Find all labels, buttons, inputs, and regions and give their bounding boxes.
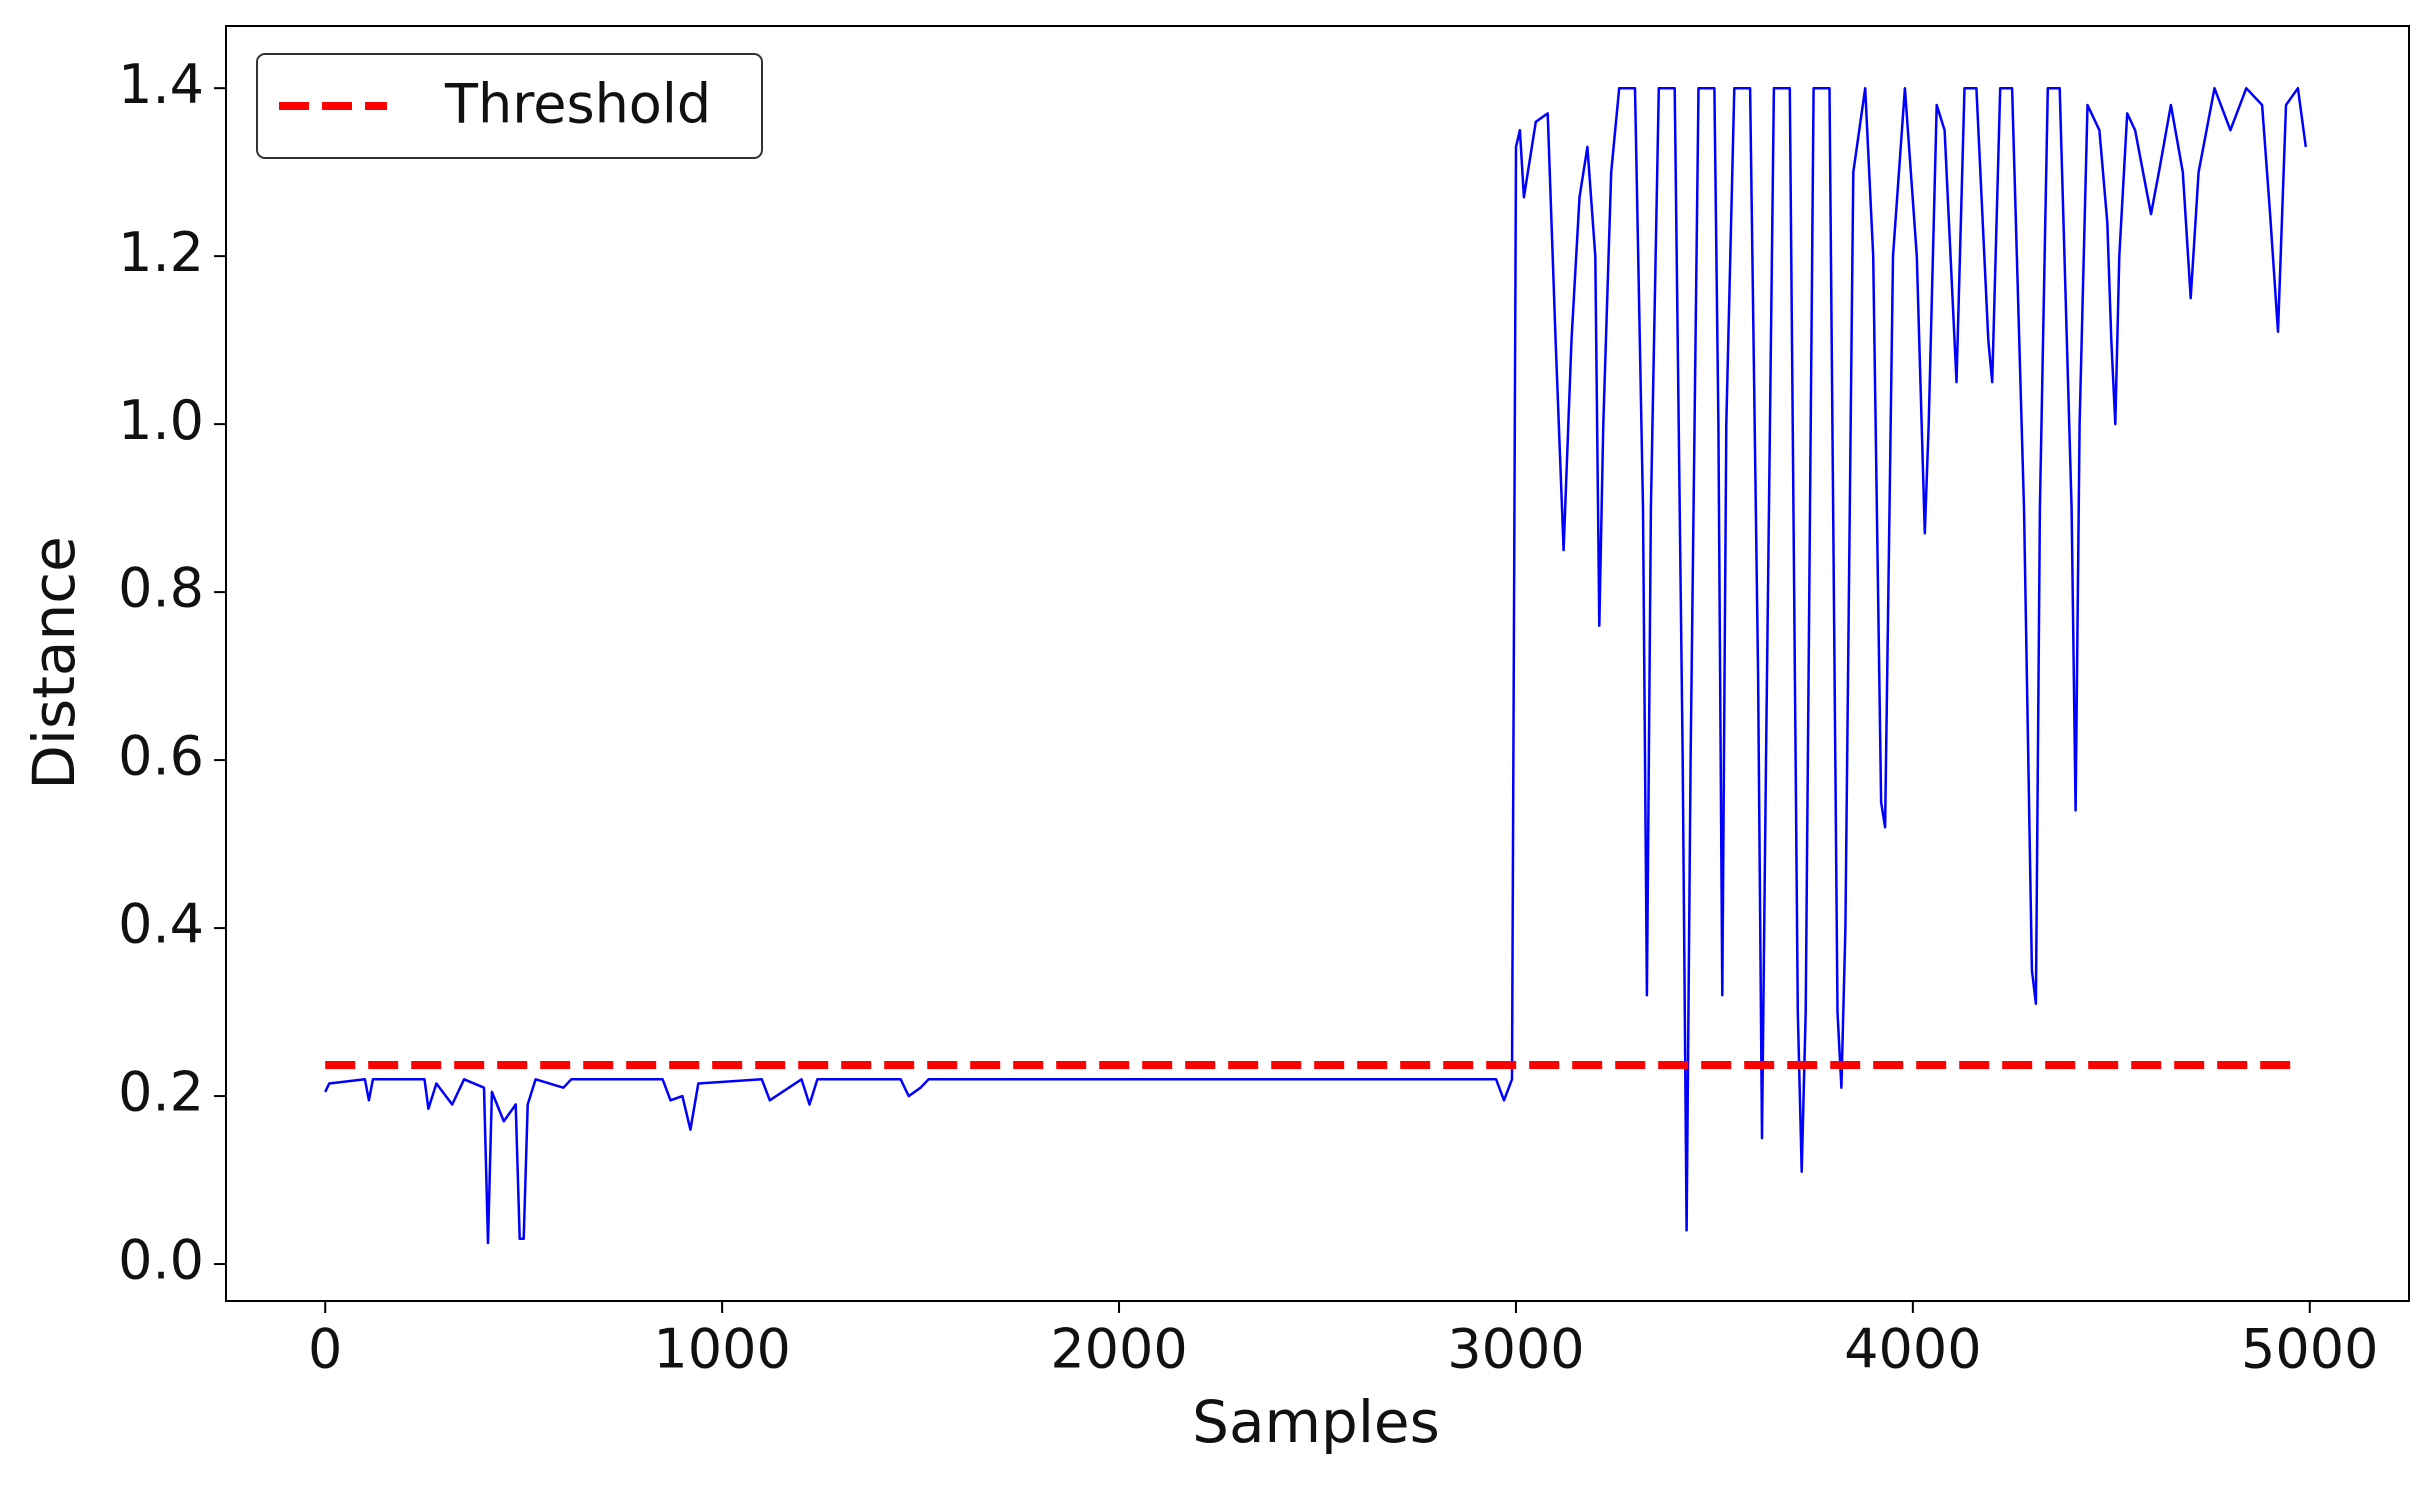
y-tick-label: 1.2: [118, 221, 204, 284]
y-axis-label: Distance: [20, 536, 88, 790]
x-tick-label: 2000: [1050, 1318, 1187, 1381]
x-tick-label: 1000: [653, 1318, 790, 1381]
legend-box: [256, 53, 763, 159]
x-tick-label: 3000: [1447, 1318, 1584, 1381]
y-tick-label: 0.4: [118, 893, 204, 956]
y-tick-label: 0.8: [118, 557, 204, 620]
y-tick-label: 1.4: [118, 53, 204, 116]
plot-frame: [225, 25, 2410, 1302]
series-line: [324, 86, 2308, 1245]
x-axis-label: Samples: [1192, 1388, 1440, 1456]
x-tick-label: 0: [308, 1318, 342, 1381]
y-tick-label: 0.0: [118, 1229, 204, 1292]
y-tick-label: 1.0: [118, 389, 204, 452]
x-tick-label: 5000: [2241, 1318, 2378, 1381]
legend-label: Threshold: [444, 73, 711, 136]
x-tick-label: 4000: [1844, 1318, 1981, 1381]
y-tick-label: 0.6: [118, 725, 204, 788]
y-tick-label: 0.2: [118, 1061, 204, 1124]
